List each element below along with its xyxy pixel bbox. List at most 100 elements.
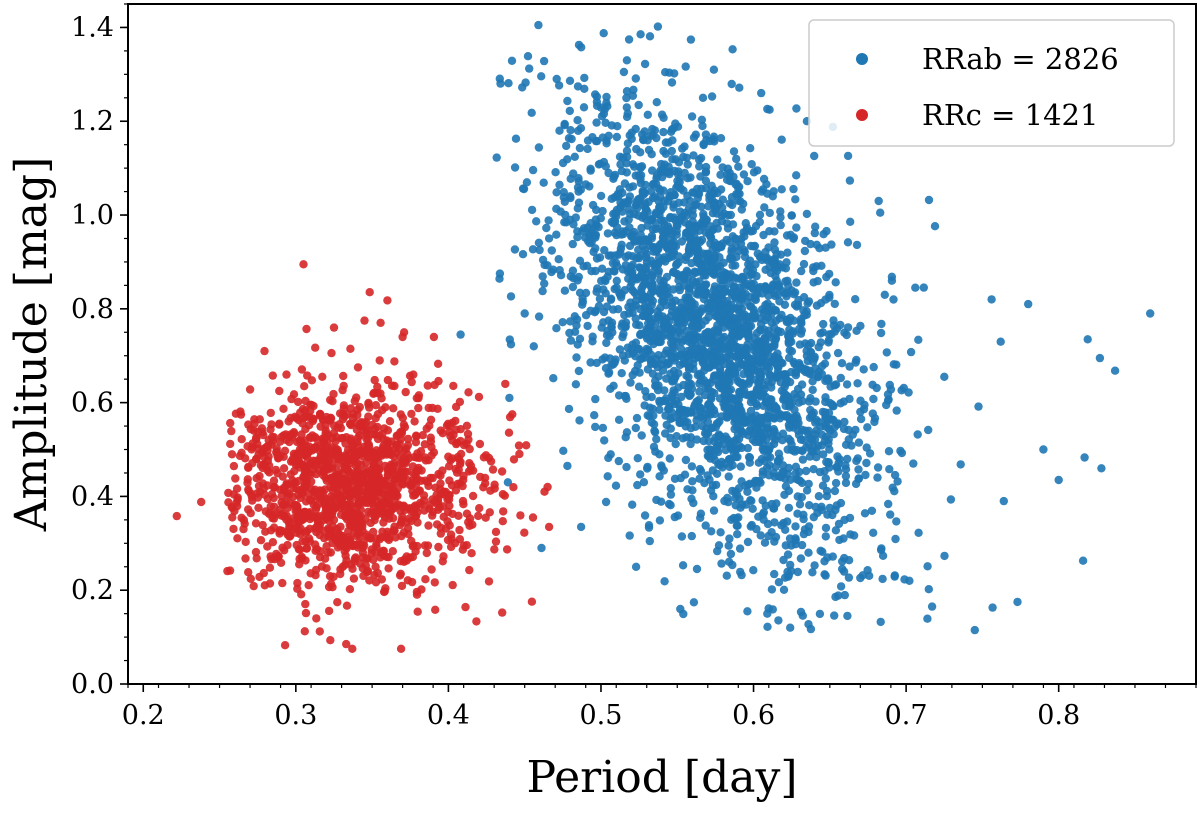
rrab-point-1606: [795, 467, 804, 477]
rrc-point-1091: [353, 410, 362, 420]
rrab-point-2524: [774, 282, 783, 291]
rrab-point-2461: [574, 174, 583, 183]
rrc-point-548: [415, 486, 424, 495]
rrc-point-1354: [280, 446, 290, 455]
rrab-point-1412: [883, 396, 893, 405]
rrab-point-2744: [626, 282, 635, 291]
rrab-point-2814: [676, 604, 685, 614]
rrc-point-1393: [344, 506, 354, 515]
rrab-point-2441: [638, 291, 647, 300]
rrab-point-2220: [713, 321, 722, 330]
rrab-point-1912: [820, 570, 829, 579]
rrc-point-1370: [312, 469, 321, 479]
rrab-point-2546: [693, 320, 702, 329]
rrc-point-1347: [371, 401, 381, 410]
rrc-point-713: [520, 528, 529, 537]
rrab-point-1491: [796, 554, 806, 563]
rrc-point-238: [461, 602, 470, 612]
rrab-point-2347: [592, 358, 601, 368]
rrab-point-2151: [708, 225, 718, 234]
rrab-point-2476: [556, 207, 565, 216]
rrab-point-1845: [764, 364, 774, 373]
rrc-point-1332: [349, 515, 358, 524]
rrc-point-1378: [310, 492, 320, 501]
rrab-point-2722: [802, 443, 811, 452]
rrc-point-1198: [258, 463, 267, 473]
rrab-point-2132: [672, 226, 681, 236]
x-tick-label: 0.4: [427, 700, 470, 731]
rrab-point-1990: [645, 536, 654, 546]
rrab-point-2432: [679, 186, 688, 195]
rrab-point-2417: [686, 35, 696, 44]
rrab-point-2411: [793, 492, 802, 501]
rrab-point-2437: [633, 480, 642, 490]
rrab-point-1139: [763, 414, 772, 423]
rrab-point-1415: [575, 143, 585, 153]
rrab-point-1375: [848, 430, 857, 439]
rrab-point-675: [876, 617, 885, 627]
rrab-point-1598: [822, 351, 831, 360]
rrc-point-942: [237, 448, 246, 457]
rrc-point-401: [293, 397, 303, 407]
rrab-point-1787: [824, 336, 833, 345]
rrab-point-2630: [724, 402, 733, 411]
rrc-point-1386: [387, 504, 396, 513]
rrab-point-1668: [701, 168, 711, 177]
rrab-point-2781: [552, 74, 561, 84]
rrab-point-2001: [674, 369, 683, 378]
rrab-point-2033: [537, 72, 546, 81]
rrab-point-2823: [563, 461, 572, 471]
rrab-point-2169: [581, 288, 591, 298]
rrc-point-1396: [241, 554, 250, 563]
rrab-point-311: [923, 562, 932, 571]
rrab-point-2083: [613, 122, 622, 131]
rrab-point-2095: [816, 338, 825, 347]
rrab-point-2665: [696, 509, 706, 518]
rrab-point-2798: [1039, 445, 1048, 454]
rrab-point-2387: [785, 423, 794, 432]
rrab-point-1827: [784, 486, 794, 496]
rrc-point-1381: [392, 441, 401, 450]
rrab-point-2304: [716, 275, 725, 285]
rrab-point-2695: [768, 259, 778, 269]
rrab-point-1889: [761, 315, 770, 325]
rrab-point-2442: [709, 356, 718, 365]
rrc-point-1397: [311, 546, 320, 555]
rrc-point-1383: [481, 513, 490, 522]
rrab-point-397: [596, 191, 606, 201]
rrab-point-784: [631, 423, 640, 433]
x-tick-label: 0.2: [122, 700, 165, 731]
rrab-point-1840: [616, 160, 625, 169]
rrab-point-2118: [616, 198, 625, 207]
rrab-point-2129: [731, 487, 740, 496]
rrc-point-152: [418, 431, 427, 440]
rrab-point-1975: [699, 436, 708, 446]
rrc-point-1336: [381, 498, 391, 508]
rrab-point-1533: [841, 461, 850, 470]
rrab-point-693: [830, 611, 839, 620]
rrab-point-949: [717, 559, 726, 568]
rrab-point-2352: [756, 531, 765, 540]
ticks-layer: 0.2 0.3 0.4 0.5 0.6 0.7 0.8 0.0 0.2 0.4 0.6 0.8 1.0 1…: [71, 3, 1197, 731]
rrab-point-1226: [840, 590, 849, 600]
rrab-point-2348: [636, 251, 645, 260]
rrc-point-216: [449, 381, 458, 391]
rrc-point-1111: [390, 475, 399, 484]
rrab-point-2678: [766, 268, 775, 278]
rrab-point-2520: [617, 369, 626, 378]
rrab-point-1660: [891, 534, 900, 544]
rrab-point-141: [774, 578, 784, 587]
rrc-point-1411: [348, 644, 357, 653]
rrc-point-823: [260, 490, 269, 499]
rrc-point-13: [413, 607, 422, 616]
rrc-point-1254: [237, 435, 246, 444]
rrab-point-1711: [732, 242, 741, 251]
rrab-point-2311: [631, 314, 640, 323]
rrc-point-1098: [329, 515, 339, 525]
rrab-point-1799: [583, 321, 592, 331]
rrab-point-1446: [784, 353, 794, 363]
rrab-point-228: [799, 259, 809, 269]
rrab-point-2494: [630, 162, 639, 171]
rrab-point-2668: [699, 271, 708, 280]
